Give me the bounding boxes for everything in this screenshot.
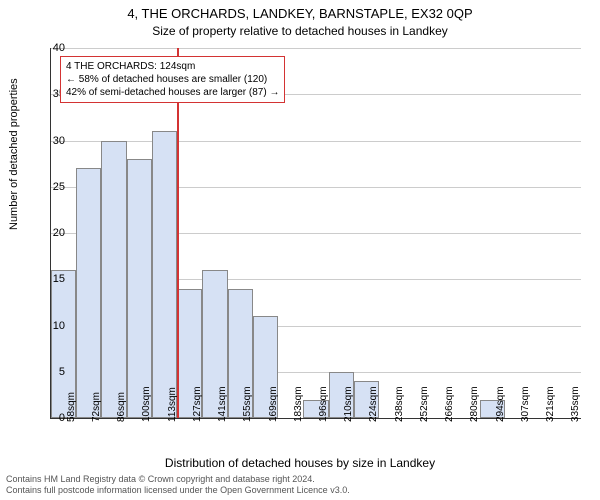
x-tick-label: 224sqm bbox=[368, 386, 379, 422]
page-subtitle: Size of property relative to detached ho… bbox=[0, 24, 600, 38]
footer-line-2: Contains full postcode information licen… bbox=[6, 485, 350, 496]
x-tick-label: 210sqm bbox=[343, 386, 354, 422]
x-tick-label: 321sqm bbox=[545, 386, 556, 422]
y-tick-label: 15 bbox=[53, 273, 65, 285]
x-tick-label: 155sqm bbox=[242, 386, 253, 422]
property-marker-line bbox=[177, 48, 179, 418]
y-tick-label: 0 bbox=[59, 412, 65, 424]
x-tick-label: 252sqm bbox=[419, 386, 430, 422]
x-tick-label: 141sqm bbox=[217, 386, 228, 422]
y-tick-label: 25 bbox=[53, 181, 65, 193]
callout-line1: 4 THE ORCHARDS: 124sqm bbox=[66, 60, 279, 73]
callout-line3: 42% of semi-detached houses are larger (… bbox=[66, 86, 279, 99]
property-callout: 4 THE ORCHARDS: 124sqm← 58% of detached … bbox=[60, 56, 285, 103]
histogram-bar bbox=[127, 159, 152, 418]
x-tick-label: 183sqm bbox=[293, 386, 304, 422]
y-tick-label: 30 bbox=[53, 135, 65, 147]
footer-attribution: Contains HM Land Registry data © Crown c… bbox=[6, 474, 350, 497]
x-tick-label: 280sqm bbox=[469, 386, 480, 422]
callout-line2: ← 58% of detached houses are smaller (12… bbox=[66, 73, 279, 86]
x-tick-label: 113sqm bbox=[167, 387, 178, 422]
x-tick-label: 307sqm bbox=[520, 386, 531, 422]
x-tick-label: 294sqm bbox=[495, 386, 506, 422]
histogram-bar bbox=[152, 131, 177, 418]
y-axis-label: Number of detached properties bbox=[8, 78, 20, 230]
x-tick-label: 169sqm bbox=[268, 386, 279, 422]
x-tick-label: 196sqm bbox=[318, 386, 329, 422]
x-tick-label: 100sqm bbox=[141, 386, 152, 422]
histogram-bar bbox=[76, 168, 101, 418]
y-tick-label: 5 bbox=[59, 366, 65, 378]
footer-line-1: Contains HM Land Registry data © Crown c… bbox=[6, 474, 350, 485]
x-tick-label: 58sqm bbox=[66, 392, 77, 422]
x-tick-label: 127sqm bbox=[192, 386, 203, 422]
histogram-bar bbox=[101, 141, 126, 419]
x-tick-label: 266sqm bbox=[444, 386, 455, 422]
gridline bbox=[51, 48, 581, 49]
gridline bbox=[51, 141, 581, 142]
x-axis-label: Distribution of detached houses by size … bbox=[0, 456, 600, 470]
histogram-plot bbox=[50, 48, 581, 419]
x-tick-label: 238sqm bbox=[394, 386, 405, 422]
x-tick-label: 72sqm bbox=[91, 392, 102, 422]
x-tick-label: 86sqm bbox=[116, 392, 127, 422]
page-title: 4, THE ORCHARDS, LANDKEY, BARNSTAPLE, EX… bbox=[0, 6, 600, 21]
y-tick-label: 40 bbox=[53, 42, 65, 54]
y-tick-label: 20 bbox=[53, 227, 65, 239]
x-tick-label: 335sqm bbox=[570, 386, 581, 422]
y-tick-label: 10 bbox=[53, 320, 65, 332]
